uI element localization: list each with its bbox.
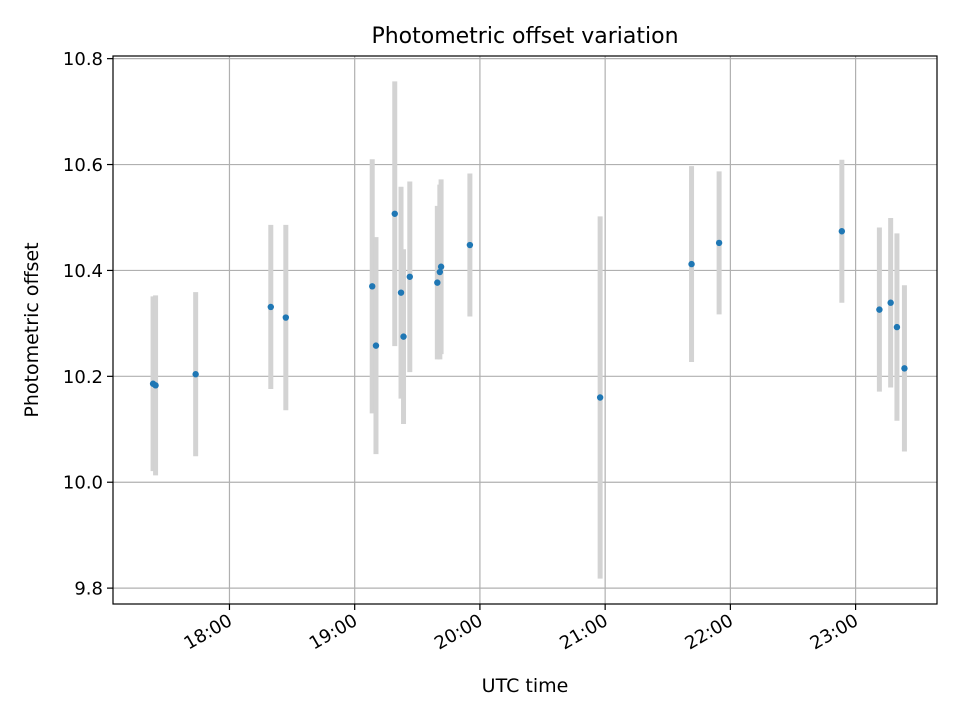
data-point [282, 314, 290, 321]
data-point [400, 333, 407, 340]
y-axis-label: Photometric offset [21, 242, 43, 417]
y-tick-label: 10.4 [63, 261, 103, 282]
y-tick-label: 10.0 [63, 473, 103, 494]
y-axis-ticks: 9.8 10.0 10.2 10.4 10.6 10.8 [63, 49, 113, 600]
data-point [436, 268, 444, 276]
data-point [893, 323, 901, 331]
data-point [192, 371, 199, 378]
data-point [596, 394, 604, 401]
data-point [437, 263, 445, 270]
y-tick-label: 10.6 [63, 155, 103, 176]
x-axis-label: UTC time [482, 675, 569, 697]
data-point [838, 228, 846, 235]
data-point [267, 303, 274, 311]
data-points [149, 210, 908, 401]
data-point [369, 283, 376, 290]
grid [113, 56, 937, 604]
data-point [391, 210, 398, 217]
plot-frame [112, 55, 938, 605]
data-point [688, 260, 695, 268]
data-point [887, 299, 894, 306]
data-point [372, 342, 380, 349]
y-tick-label: 9.8 [74, 579, 103, 600]
data-point [434, 279, 441, 286]
chart-title: Photometric offset variation [371, 24, 678, 49]
y-tick-label: 10.8 [63, 49, 103, 70]
data-point [397, 289, 405, 296]
data-point [715, 239, 723, 247]
data-point [876, 306, 883, 313]
data-point [901, 365, 908, 372]
data-point [152, 382, 159, 389]
data-point [466, 241, 474, 249]
data-point [406, 273, 413, 280]
y-tick-label: 10.2 [63, 367, 103, 388]
plot-area [113, 56, 937, 604]
